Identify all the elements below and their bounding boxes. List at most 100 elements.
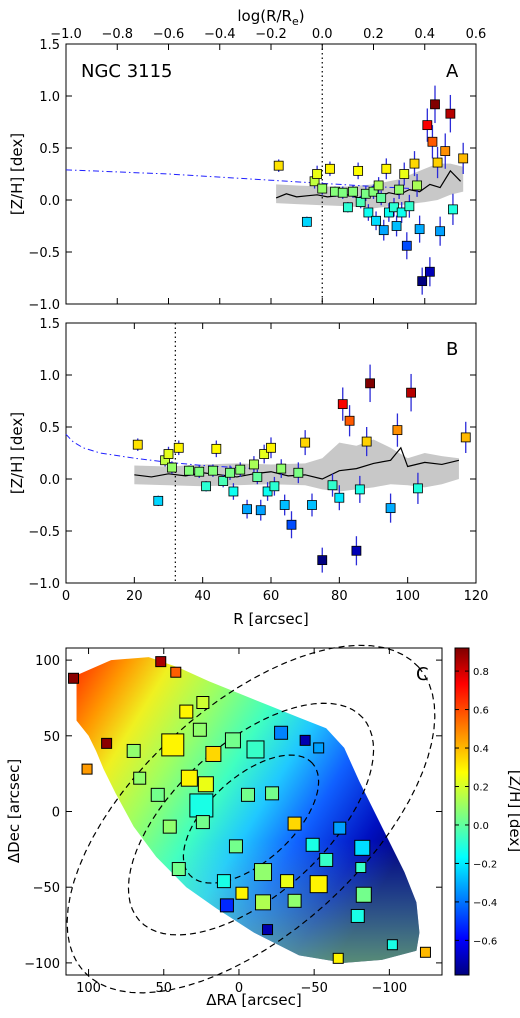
data-point bbox=[378, 225, 389, 236]
data-point bbox=[133, 771, 147, 785]
data-point bbox=[332, 952, 344, 964]
data-point bbox=[246, 740, 265, 759]
colorbar: −0.6 −0.4 −0.2 0.0 0.2 0.4 0.6 0.8 [Z/H] [dex] bbox=[454, 647, 520, 976]
model-gradient-line bbox=[65, 433, 254, 470]
data-point bbox=[312, 169, 323, 179]
data-point bbox=[228, 839, 243, 854]
panel-label-c: C bbox=[416, 664, 429, 685]
data-point bbox=[180, 769, 198, 787]
data-point bbox=[276, 463, 287, 474]
data-point bbox=[327, 480, 338, 491]
panel-a-ticks: −1.0 −0.8 −0.6 −0.4 −0.2 0.0 0.2 0.4 0.6 −1.0 −0.5… bbox=[28, 27, 486, 313]
data-point bbox=[286, 519, 297, 530]
panel-label-b: B bbox=[446, 339, 458, 360]
colorbar-tick-label: 0.4 bbox=[473, 744, 489, 755]
data-point bbox=[373, 180, 384, 191]
y-tick-label: −1.0 bbox=[28, 577, 60, 592]
data-point bbox=[262, 486, 273, 497]
data-point bbox=[161, 733, 185, 757]
data-point bbox=[383, 207, 394, 218]
data-point bbox=[299, 734, 311, 746]
y-tick-label: 0.0 bbox=[39, 473, 60, 488]
data-point bbox=[228, 486, 239, 497]
data-point bbox=[354, 484, 365, 495]
y-tick-label: 1.5 bbox=[39, 38, 60, 53]
colorbar-tick-label: 0.6 bbox=[473, 706, 489, 717]
data-point bbox=[406, 387, 416, 398]
isophote-ellipse bbox=[127, 702, 375, 936]
panel-a: −1.0 −0.8 −0.6 −0.4 −0.2 0.0 0.2 0.4 0.6 −1.0 −0.5… bbox=[8, 7, 486, 313]
data-point bbox=[216, 874, 231, 889]
data-point bbox=[368, 186, 379, 197]
y-tick-label: 0.5 bbox=[39, 142, 60, 157]
data-point bbox=[224, 732, 241, 749]
colorbar-tick-label: −0.4 bbox=[473, 898, 497, 909]
data-point bbox=[101, 737, 113, 749]
y-tick-label: 1.5 bbox=[39, 317, 60, 332]
y-tick-label: 1.0 bbox=[39, 90, 60, 105]
data-point bbox=[126, 743, 141, 758]
panel-b: 0 20 40 60 80 100 120 −1.0 −0.5 0.0 0.5 1.0 1.5 R [a… bbox=[8, 317, 488, 628]
data-point bbox=[300, 437, 311, 448]
data-point bbox=[218, 476, 229, 486]
data-point bbox=[255, 505, 266, 516]
data-point bbox=[196, 696, 210, 709]
colorbar-ticks: −0.6 −0.4 −0.2 0.0 0.2 0.4 0.6 0.8 bbox=[455, 667, 497, 947]
isophote-ellipses bbox=[66, 644, 436, 994]
data-point bbox=[381, 163, 392, 174]
data-point bbox=[417, 276, 428, 287]
data-point bbox=[333, 821, 347, 835]
data-point bbox=[167, 462, 177, 473]
panel-a-plot bbox=[65, 44, 469, 304]
data-point bbox=[132, 439, 143, 450]
colorbar-label: [Z/H] [dex] bbox=[506, 770, 520, 852]
data-point bbox=[435, 226, 446, 237]
data-point bbox=[427, 136, 438, 147]
isophote-ellipse bbox=[182, 754, 320, 884]
x-tick-label: −50 bbox=[300, 981, 327, 996]
x-tick-label: 0.0 bbox=[312, 27, 333, 42]
data-point bbox=[301, 216, 312, 227]
data-point bbox=[192, 722, 207, 737]
y-tick-label: −0.5 bbox=[28, 246, 60, 261]
y-tick-label: 1.0 bbox=[39, 369, 60, 384]
data-point bbox=[350, 908, 365, 923]
data-point bbox=[219, 898, 234, 913]
data-point bbox=[313, 742, 325, 754]
data-point bbox=[208, 465, 218, 476]
galaxy-label: NGC 3115 bbox=[81, 61, 173, 82]
data-point bbox=[412, 180, 422, 191]
x-tick-label: 100 bbox=[76, 981, 101, 996]
y-tick-label: −50 bbox=[33, 881, 60, 896]
data-point bbox=[235, 464, 246, 475]
data-point bbox=[242, 504, 252, 515]
y-tick-label: 0.5 bbox=[39, 421, 60, 436]
data-point bbox=[460, 432, 471, 443]
data-point bbox=[249, 459, 259, 470]
y-tick-label: −100 bbox=[24, 957, 60, 972]
y-tick-label: −1.0 bbox=[28, 298, 60, 313]
x-tick-label: −0.6 bbox=[153, 27, 185, 42]
x-tick-label: 40 bbox=[194, 589, 211, 604]
data-point bbox=[153, 495, 164, 506]
data-point bbox=[334, 492, 345, 503]
x-tick-label: 60 bbox=[263, 589, 280, 604]
x-tick-label: 120 bbox=[464, 589, 489, 604]
x-tick-label: 100 bbox=[395, 589, 420, 604]
colorbar-tick-label: −0.2 bbox=[473, 859, 497, 870]
y-axis-label-c: ΔDec [arcsec] bbox=[5, 759, 23, 863]
model-gradient-line bbox=[65, 169, 412, 190]
data-point bbox=[293, 467, 304, 478]
data-point bbox=[396, 207, 407, 218]
panel-c-plot bbox=[68, 656, 431, 964]
data-point bbox=[252, 472, 263, 482]
data-point bbox=[189, 793, 214, 818]
data-point bbox=[287, 816, 302, 831]
data-point bbox=[419, 946, 431, 958]
metallicity-map bbox=[76, 657, 420, 963]
data-point bbox=[170, 666, 182, 678]
data-point bbox=[240, 787, 255, 802]
data-point bbox=[361, 436, 372, 447]
